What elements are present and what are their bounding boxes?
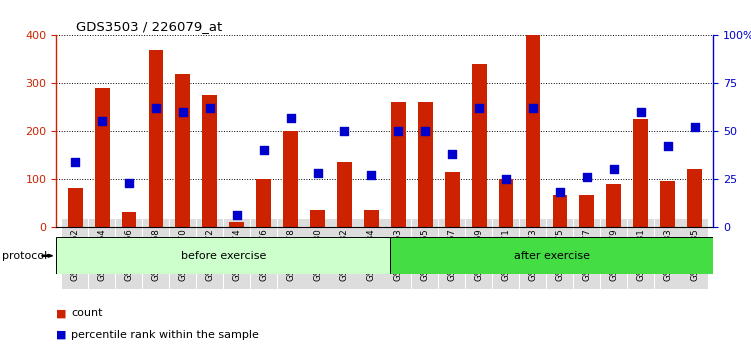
Point [554, 189, 566, 195]
Point [662, 143, 674, 149]
Point [69, 159, 81, 164]
Bar [660, 181, 675, 227]
Bar [176, 74, 190, 227]
Point [689, 124, 701, 130]
Text: after exercise: after exercise [514, 251, 590, 261]
Point [366, 172, 378, 178]
Bar [68, 188, 83, 227]
Point [177, 109, 189, 115]
Bar [633, 119, 648, 227]
Bar [256, 179, 271, 227]
Point [581, 174, 593, 180]
Point [258, 147, 270, 153]
Point [231, 212, 243, 218]
Point [150, 105, 162, 111]
Bar [687, 169, 702, 227]
Bar [606, 183, 621, 227]
Bar [445, 172, 460, 227]
Point [312, 170, 324, 176]
Bar [526, 35, 541, 227]
Point [608, 166, 620, 172]
Bar [391, 102, 406, 227]
Bar [310, 210, 325, 227]
Text: ■: ■ [56, 308, 67, 318]
Text: percentile rank within the sample: percentile rank within the sample [71, 330, 259, 339]
Bar [472, 64, 487, 227]
Point [285, 115, 297, 120]
Bar [499, 179, 514, 227]
Point [500, 176, 512, 182]
Bar [122, 212, 137, 227]
Bar [364, 210, 379, 227]
Point [527, 105, 539, 111]
Point [123, 180, 135, 185]
Point [339, 128, 351, 134]
Text: count: count [71, 308, 103, 318]
Point [204, 105, 216, 111]
Point [446, 151, 458, 157]
Bar [229, 222, 244, 227]
Point [473, 105, 485, 111]
Bar [283, 131, 298, 227]
Bar [337, 162, 352, 227]
Text: before exercise: before exercise [180, 251, 266, 261]
Text: GDS3503 / 226079_at: GDS3503 / 226079_at [76, 20, 222, 33]
Bar [391, 237, 713, 274]
Point [392, 128, 404, 134]
Point [635, 109, 647, 115]
Bar [95, 88, 110, 227]
Bar [580, 195, 594, 227]
Bar [149, 50, 164, 227]
Bar [553, 195, 567, 227]
Bar [56, 237, 391, 274]
Bar [203, 95, 217, 227]
Text: protocol: protocol [2, 251, 47, 261]
Point [419, 128, 431, 134]
Bar [418, 102, 433, 227]
Point [96, 119, 108, 124]
Text: ■: ■ [56, 330, 67, 339]
